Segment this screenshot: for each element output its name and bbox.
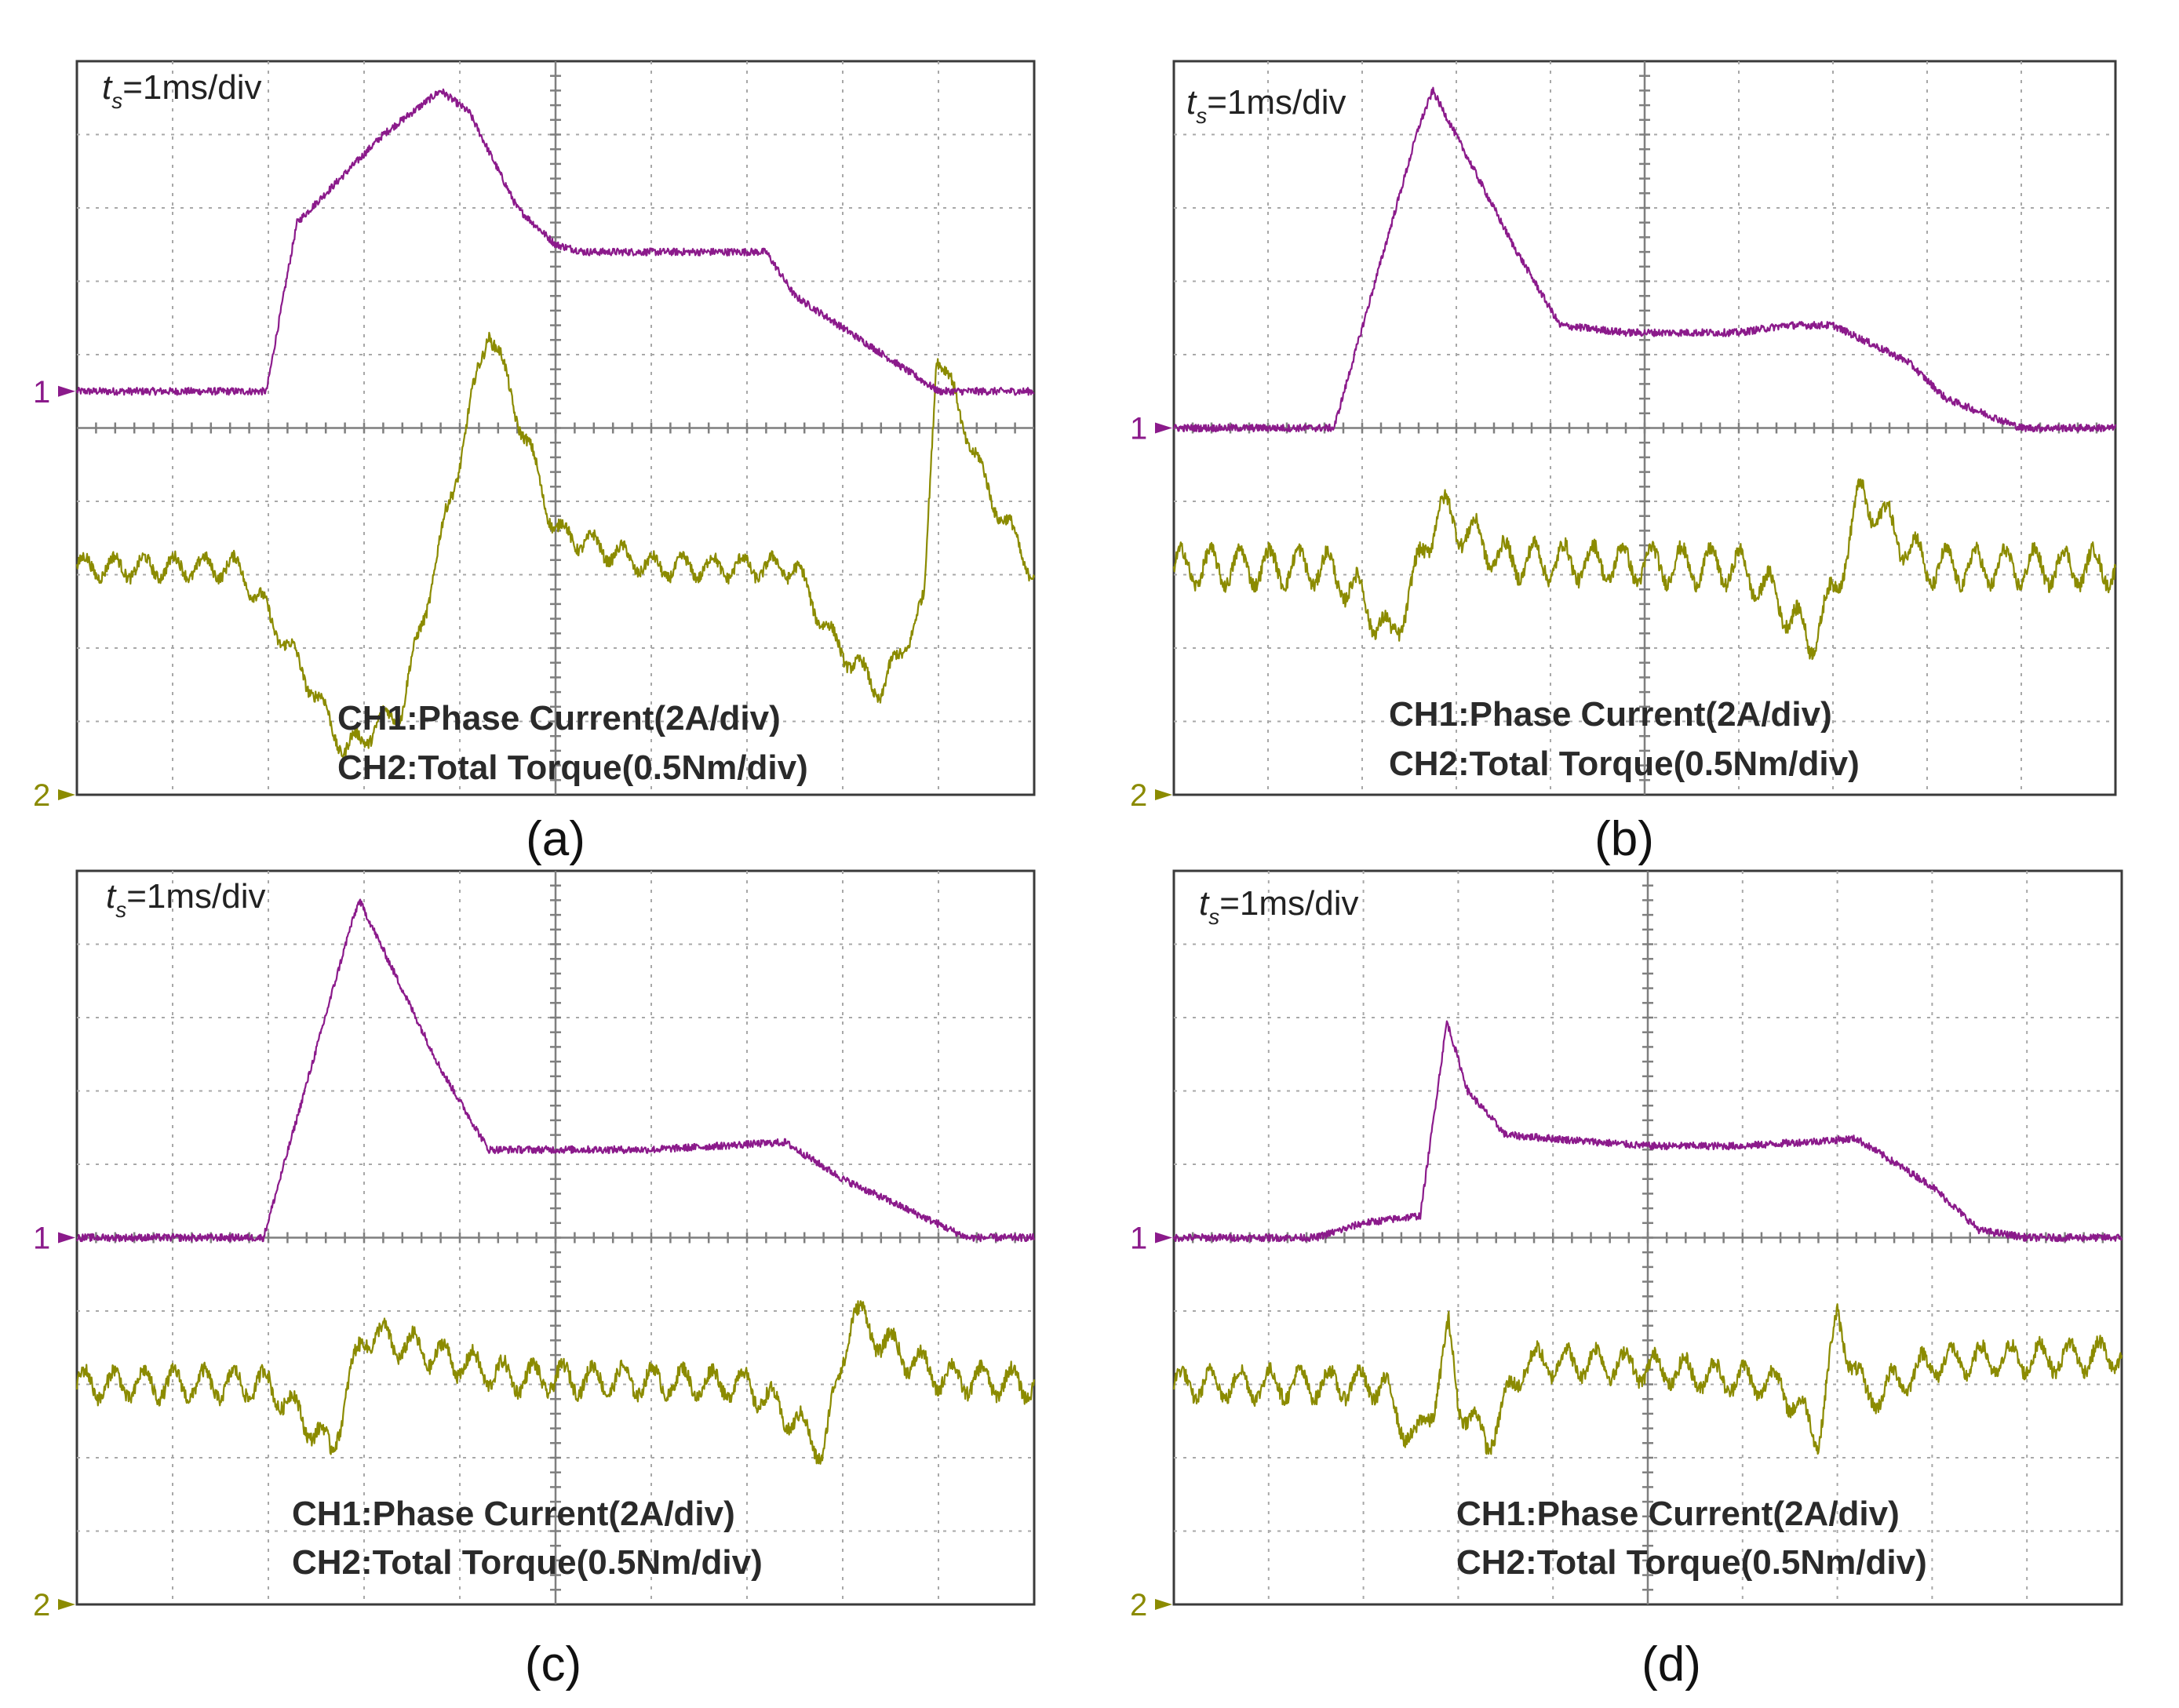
panel-a-time-scale: ts=1ms/div bbox=[102, 68, 262, 113]
panel-d: ts=1ms/div CH1:Phase Current(2A/div) CH2… bbox=[1130, 869, 2123, 1692]
panel-a-ch1-marker-text: 1 bbox=[33, 375, 50, 410]
panel-d-grid bbox=[1174, 871, 2122, 1604]
panel-b-ch2-marker-text: 2 bbox=[1130, 778, 1147, 813]
panel-c-ch1-marker-arrow bbox=[58, 1232, 75, 1244]
panel-d-ch1-label: CH1:Phase Current(2A/div) bbox=[1456, 1495, 1900, 1533]
panel-a-caption: (a) bbox=[526, 812, 585, 866]
panel-d-time-scale: ts=1ms/div bbox=[1199, 884, 1359, 929]
panel-a-ch2-trace bbox=[75, 331, 1036, 759]
panel-a-ch2-marker-text: 2 bbox=[33, 778, 50, 813]
panel-d-ch1-marker: 1 bbox=[1130, 1222, 1172, 1256]
panel-b-ch2-marker-arrow bbox=[1155, 789, 1172, 800]
panel-a-ch1-label: CH1:Phase Current(2A/div) bbox=[337, 699, 781, 737]
panel-c-ch1-label: CH1:Phase Current(2A/div) bbox=[292, 1495, 735, 1533]
panel-a-grid bbox=[77, 61, 1034, 795]
panel-b-ch1-marker-arrow bbox=[1155, 422, 1172, 434]
panel-b-caption: (b) bbox=[1594, 812, 1654, 866]
panel-b-ch1-label: CH1:Phase Current(2A/div) bbox=[1389, 695, 1832, 734]
panel-c-ch2-label: CH2:Total Torque(0.5Nm/div) bbox=[292, 1543, 763, 1582]
panel-d-ch2-marker-text: 2 bbox=[1130, 1588, 1147, 1622]
panel-c-ch2-marker: 2 bbox=[33, 1588, 75, 1622]
panel-b-ch2-trace bbox=[1172, 478, 2117, 661]
panel-d-ch2-label: CH2:Total Torque(0.5Nm/div) bbox=[1456, 1543, 1927, 1582]
panel-b-ch1-marker: 1 bbox=[1130, 412, 1172, 446]
panel-b-ch1-trace bbox=[1172, 86, 2117, 433]
panel-c-ch2-marker-text: 2 bbox=[33, 1588, 50, 1622]
panel-c-caption: (c) bbox=[525, 1637, 581, 1692]
panel-c-ch1-marker-text: 1 bbox=[33, 1222, 50, 1256]
panel-a-ch2-marker-arrow bbox=[58, 789, 75, 800]
panel-b-ch2-label: CH2:Total Torque(0.5Nm/div) bbox=[1389, 745, 1860, 783]
panel-c-ch2-trace bbox=[75, 1300, 1036, 1465]
panel-c-ch1-trace bbox=[76, 898, 1036, 1243]
panel-b-grid bbox=[1174, 61, 2115, 795]
panel-d-ch1-trace bbox=[1172, 1020, 2123, 1243]
panel-d-ch2-marker-arrow bbox=[1155, 1599, 1172, 1610]
panel-a-ch2-label: CH2:Total Torque(0.5Nm/div) bbox=[337, 748, 808, 787]
panel-c: ts=1ms/div CH1:Phase Current(2A/div) CH2… bbox=[33, 869, 1036, 1692]
panel-b-time-scale: ts=1ms/div bbox=[1186, 83, 1346, 128]
panel-a-ch1-marker-arrow bbox=[58, 385, 75, 397]
panel-a-ch2-marker: 2 bbox=[33, 778, 75, 813]
panel-a-ch1-marker: 1 bbox=[33, 375, 75, 410]
panel-d-ch1-marker-text: 1 bbox=[1130, 1222, 1147, 1256]
panel-d-ch2-trace bbox=[1172, 1303, 2123, 1455]
panel-c-ch1-marker: 1 bbox=[33, 1222, 75, 1256]
panel-c-time-scale: ts=1ms/div bbox=[106, 877, 266, 922]
panel-b: ts=1ms/div CH1:Phase Current(2A/div) CH2… bbox=[1130, 60, 2117, 866]
panel-a-ch1-trace bbox=[75, 88, 1035, 396]
panel-d-ch2-marker: 2 bbox=[1130, 1588, 1172, 1622]
panel-b-ch1-marker-text: 1 bbox=[1130, 412, 1147, 446]
panel-d-caption: (d) bbox=[1642, 1637, 1701, 1692]
panel-c-ch2-marker-arrow bbox=[58, 1599, 75, 1610]
panel-b-ch2-marker: 2 bbox=[1130, 778, 1172, 813]
panel-d-ch1-marker-arrow bbox=[1155, 1232, 1172, 1244]
panel-a: ts=1ms/div CH1:Phase Current(2A/div) CH2… bbox=[33, 60, 1036, 866]
